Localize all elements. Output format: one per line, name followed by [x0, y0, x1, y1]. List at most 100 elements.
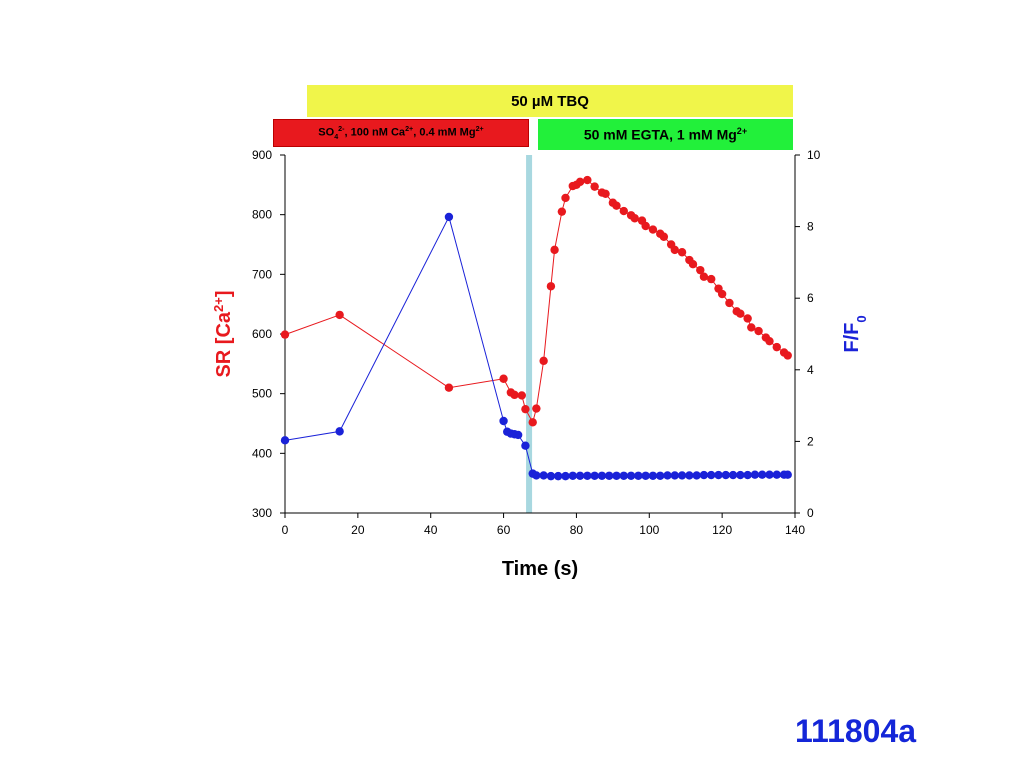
series-left-point: [670, 245, 679, 255]
series-left-point: [557, 207, 567, 216]
series-right-point: [521, 441, 530, 450]
series-right-point: [561, 471, 570, 481]
series-right-point: [692, 471, 701, 480]
series-left-point: [499, 374, 508, 383]
y-left-tick-label: 500: [252, 387, 272, 401]
x-tick-label: 140: [785, 523, 805, 537]
series-left-point: [659, 232, 669, 241]
series-right-line: [284, 215, 788, 477]
series-left-point: [696, 265, 705, 275]
series-right-point: [499, 416, 508, 426]
y-left-tick-label: 700: [252, 267, 272, 281]
series-right-point: [648, 471, 658, 480]
series-right-point: [743, 470, 752, 480]
series-right-point: [656, 471, 665, 480]
y-left-tick-label: 300: [252, 506, 272, 520]
series-left-point: [677, 248, 687, 257]
series-right-point: [513, 430, 523, 440]
y-left-tick-label: 800: [252, 208, 272, 222]
series-right-point: [772, 470, 781, 479]
series-left-point: [743, 314, 752, 323]
series-left-line: [284, 179, 789, 424]
series-left-point: [736, 309, 745, 318]
series-left-point: [550, 245, 559, 255]
series-right-point: [539, 471, 548, 480]
series-right-point: [619, 471, 628, 480]
series-left-point: [747, 323, 756, 332]
series-right-point: [590, 471, 599, 480]
series-left-point: [583, 175, 592, 185]
series-right-point: [765, 470, 774, 479]
series-left-point: [707, 274, 716, 284]
series-left-point: [590, 182, 599, 191]
y-right-axis-title: F/F0: [841, 315, 869, 352]
y-right-tick-label: 0: [807, 506, 814, 520]
series-right-point: [626, 471, 636, 480]
series-left-point: [725, 298, 734, 308]
series-right-point: [583, 471, 592, 480]
y-right-tick-label: 10: [807, 148, 821, 162]
series-right-point: [554, 471, 563, 481]
series-right-point: [677, 471, 687, 480]
y-right-tick-label: 8: [807, 220, 814, 234]
y-left-tick-label: 600: [252, 327, 272, 341]
x-tick-label: 60: [497, 523, 511, 537]
so4-annotation-bar: SO42-, 100 nM Ca2+, 0.4 mM Mg2+: [273, 119, 529, 147]
series-left-point: [765, 336, 774, 346]
series-right-point: [783, 470, 792, 479]
x-tick-label: 100: [639, 523, 659, 537]
series-right-point: [736, 470, 745, 480]
series-right-point: [663, 471, 672, 480]
egta-annotation-bar: 50 mM EGTA, 1 mM Mg2+: [538, 119, 793, 150]
series-left-point: [444, 383, 454, 392]
series-right-point: [634, 471, 643, 480]
egta-label: 50 mM EGTA, 1 mM Mg2+: [583, 126, 748, 143]
series-left-point: [717, 289, 727, 299]
series-right-point: [546, 471, 556, 481]
series-left-point: [539, 356, 548, 366]
series-right-point: [568, 471, 577, 480]
series-left-point: [532, 404, 541, 413]
series-left-point: [517, 391, 526, 400]
x-tick-label: 120: [712, 523, 732, 537]
series-right-point: [335, 427, 344, 436]
series-left-point: [630, 214, 639, 223]
series-left-point: [783, 351, 792, 360]
series-right-point: [575, 471, 585, 480]
series-right-point: [280, 436, 290, 445]
series-right-point: [699, 470, 709, 480]
series-right-point: [758, 470, 767, 479]
series-right-point: [444, 212, 454, 222]
series-right-point: [750, 470, 760, 479]
series-right-point: [707, 470, 716, 480]
series-left-point: [688, 259, 698, 269]
series-right-point: [597, 471, 607, 480]
tbq-label: 50 µM TBQ: [511, 92, 589, 110]
series-right-point: [714, 470, 723, 480]
y-right-tick-label: 6: [807, 291, 814, 305]
x-tick-label: 20: [351, 523, 365, 537]
series-left-point: [280, 330, 290, 339]
series-right-point: [670, 471, 679, 480]
series-left-point: [772, 342, 781, 352]
series-left-point: [648, 225, 658, 234]
series-right-point: [641, 471, 650, 480]
series-left-point: [521, 404, 530, 414]
solution-change-marker: [526, 155, 533, 513]
series-left-point: [641, 221, 650, 231]
series-left-point: [546, 282, 556, 291]
series-left-point: [699, 272, 709, 281]
tbq-annotation-bar: 50 µM TBQ: [307, 85, 793, 117]
x-tick-label: 80: [570, 523, 584, 537]
x-tick-label: 0: [282, 523, 289, 537]
series-left-point: [575, 177, 585, 187]
y-left-tick-label: 900: [252, 148, 272, 162]
series-right-point: [532, 471, 541, 480]
series-right-point: [728, 470, 738, 480]
y-left-axis-title: SR [Ca2+]: [211, 290, 236, 377]
series-right-point: [721, 470, 730, 480]
x-axis-title: Time (s): [502, 558, 578, 580]
series-right-point: [685, 471, 694, 480]
series-left-point: [335, 310, 344, 320]
series-left-point: [601, 189, 610, 198]
